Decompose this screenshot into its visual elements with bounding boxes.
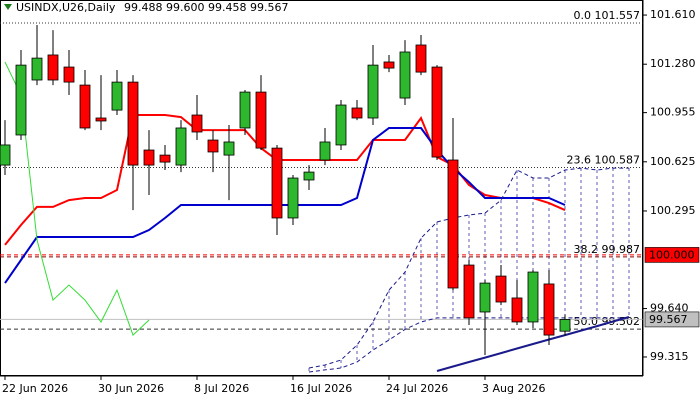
y-tick-label: 101.280 [650, 57, 696, 70]
candle-body [191, 114, 203, 133]
candle-body [383, 61, 395, 69]
candle-body [239, 91, 251, 129]
candle-body [15, 64, 27, 136]
candle-body [479, 282, 491, 313]
x-tick-label: 30 Jun 2026 [98, 382, 164, 395]
candle-body [543, 283, 555, 336]
price-box-label: 99.567 [649, 313, 688, 326]
y-tick-label: 99.640 [650, 302, 689, 315]
candle-body [0, 144, 11, 166]
fibo-label: 0.0 101.557 [574, 9, 640, 22]
y-tick-label: 100.295 [650, 204, 696, 217]
chart-title: USINDX,U26,Daily [16, 1, 116, 14]
fibo-label: 50.0 99.502 [574, 315, 640, 328]
candle-body [63, 66, 75, 83]
price-box [644, 311, 700, 328]
x-tick-label: 3 Aug 2026 [482, 382, 545, 395]
candle-body [511, 297, 523, 323]
candle-body [207, 139, 219, 153]
quote: 99.488 99.600 99.458 99.567 [124, 1, 288, 14]
y-tick-label: 100.955 [650, 106, 696, 119]
y-tick-label: 99.315 [650, 350, 689, 363]
y-tick-label: 101.610 [650, 8, 696, 21]
indicator-line [4, 127, 566, 284]
candle-body [335, 104, 347, 146]
candle-body [255, 91, 267, 149]
fibo-label: 38.2 99.987 [574, 243, 640, 256]
candle-body [287, 177, 299, 219]
candle-body [527, 271, 539, 323]
candle-body [351, 107, 363, 119]
indicator-line [436, 316, 630, 372]
candle-body [111, 81, 123, 111]
candle-body [271, 147, 283, 219]
price-box-label: 100.000 [649, 248, 695, 261]
indicator-line [308, 317, 629, 373]
candle-body [127, 81, 139, 166]
indicator-line [4, 114, 566, 246]
candle-body [415, 44, 427, 73]
fibo-label: 23.6 100.587 [567, 153, 640, 166]
candle-body [143, 149, 155, 166]
candle-body [319, 141, 331, 161]
candle-body [399, 51, 411, 99]
candle-body [159, 154, 171, 163]
candle-body [303, 171, 315, 181]
x-tick-label: 16 Jul 2026 [290, 382, 352, 395]
x-tick-label: 22 Jun 2026 [2, 382, 68, 395]
candle-body [367, 64, 379, 119]
candle-body [175, 127, 187, 166]
candle-body [495, 275, 507, 303]
candle-body [79, 84, 91, 129]
indicator-line [4, 61, 150, 336]
candle-body [431, 66, 443, 158]
candle-body [559, 319, 571, 332]
candle-body [47, 54, 59, 81]
candle-body [95, 117, 107, 122]
x-tick-label: 24 Jul 2026 [386, 382, 448, 395]
indicator-line [308, 167, 629, 369]
candle-body [31, 57, 43, 81]
candle-body [223, 141, 235, 156]
price-box [644, 247, 700, 263]
y-tick-label: 100.625 [650, 155, 696, 168]
candle-body [463, 264, 475, 319]
candle-body [447, 159, 459, 289]
symbol-icon [4, 4, 12, 10]
x-tick-label: 8 Jul 2026 [194, 382, 249, 395]
